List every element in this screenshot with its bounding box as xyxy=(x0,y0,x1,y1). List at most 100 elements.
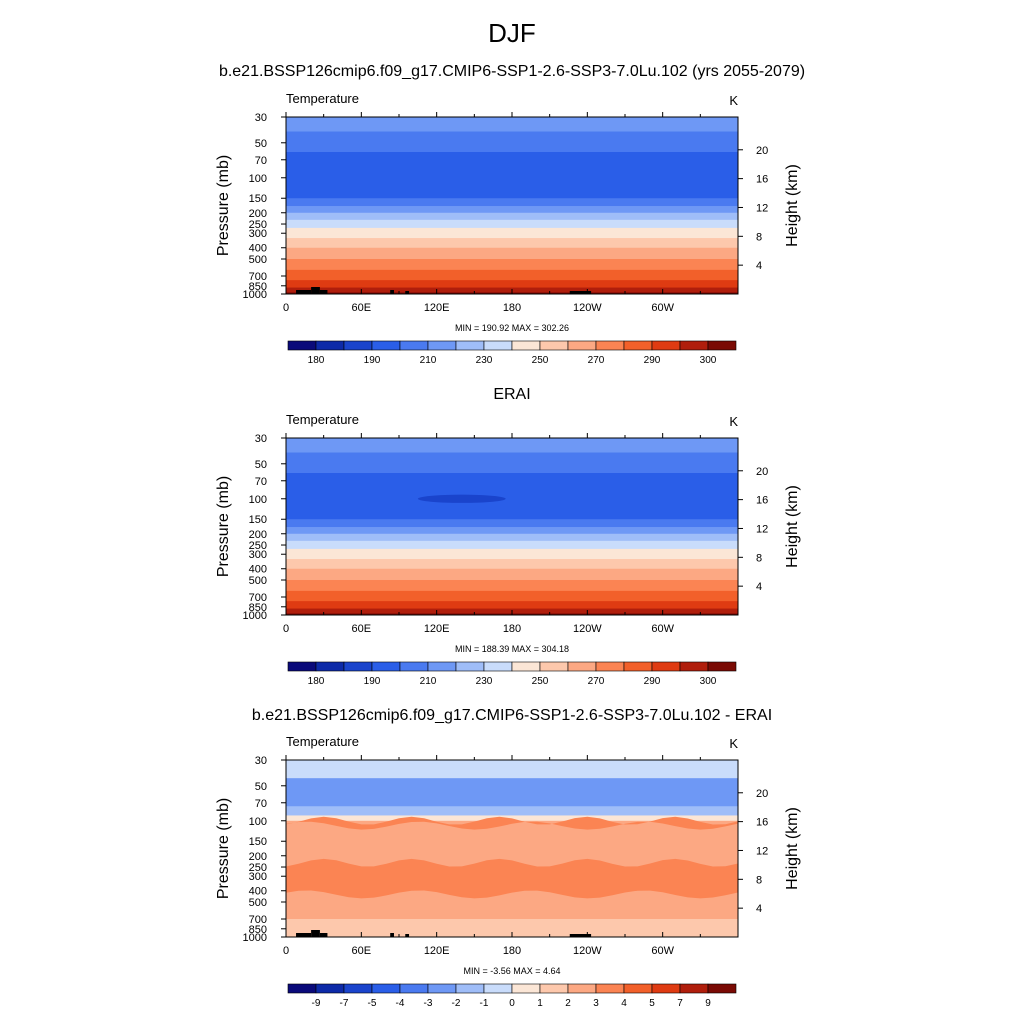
panel-2-title: ERAI xyxy=(493,386,531,403)
colorbar-swatch xyxy=(483,983,513,994)
contour-band xyxy=(286,472,738,511)
terrain xyxy=(569,934,592,937)
y-tick-label: 50 xyxy=(255,459,267,471)
y-tick-label: 30 xyxy=(255,433,267,445)
colorbar-swatch xyxy=(287,983,317,994)
x-tick-label: 60E xyxy=(352,623,372,635)
colorbar-swatch xyxy=(623,661,653,672)
colorbar-label: -7 xyxy=(340,998,349,1009)
colorbar-label: -9 xyxy=(312,998,321,1009)
x-tick-label: 180 xyxy=(503,623,521,635)
heatmap-field xyxy=(286,760,738,937)
colorbar-swatch xyxy=(707,340,737,351)
colorbar-swatch xyxy=(455,983,485,994)
y-tick-label: 500 xyxy=(249,254,267,266)
colorbar-label: 250 xyxy=(532,355,549,366)
colorbar-label: -3 xyxy=(424,998,433,1009)
colorbar-swatch xyxy=(567,983,597,994)
contour-band xyxy=(286,510,738,520)
colorbar-swatch xyxy=(343,983,373,994)
colorbar-swatch xyxy=(343,661,373,672)
min-max-stats: MIN = 190.92 MAX = 302.26 xyxy=(455,323,569,333)
colorbar-swatch xyxy=(287,340,317,351)
x-tick-label: 60E xyxy=(352,945,372,957)
colorbar-swatch xyxy=(707,661,737,672)
contour-feature xyxy=(417,494,506,503)
y-tick-label: 30 xyxy=(255,112,267,124)
colorbar-swatch xyxy=(651,340,681,351)
contour-band xyxy=(286,601,738,610)
panel-3: 0 60E 120E 180 120W 60W3050701001502002503004… xyxy=(215,734,801,1009)
contour-band xyxy=(286,151,738,190)
colorbar-swatch xyxy=(427,983,457,994)
colorbar-swatch xyxy=(707,983,737,994)
x-tick-label: 0 xyxy=(283,623,289,635)
colorbar-label: 1 xyxy=(537,998,543,1009)
right-tick-label: 8 xyxy=(756,231,762,243)
contour-band xyxy=(286,227,738,239)
y-tick-label: 500 xyxy=(249,897,267,909)
y-tick-label: 400 xyxy=(249,243,267,255)
units-label: K xyxy=(729,93,738,108)
colorbar-swatch xyxy=(651,661,681,672)
terrain xyxy=(311,287,320,294)
y-tick-label: 400 xyxy=(249,564,267,576)
terrain xyxy=(296,290,312,294)
colorbar-swatch xyxy=(399,983,429,994)
y-tick-label: 30 xyxy=(255,755,267,767)
y-tick-label: 700 xyxy=(249,271,267,283)
panel-3-title: b.e21.BSSP126cmip6.f09_g17.CMIP6-SSP1-2.… xyxy=(251,707,773,724)
x-tick-label: 60W xyxy=(651,623,674,635)
terrain xyxy=(569,291,592,294)
contour-feature xyxy=(286,858,738,899)
right-tick-label: 16 xyxy=(756,174,768,186)
colorbar-label: 180 xyxy=(308,676,325,687)
colorbar-swatch xyxy=(483,340,513,351)
colorbar-label: -5 xyxy=(368,998,377,1009)
heatmap-field xyxy=(286,117,738,294)
contour-band xyxy=(286,568,738,581)
y-tick-label: 150 xyxy=(249,193,267,205)
units-label: K xyxy=(729,736,738,751)
colorbar-swatch xyxy=(511,340,541,351)
x-tick-label: 60W xyxy=(651,302,674,314)
contour-band xyxy=(286,259,738,271)
contour-band xyxy=(286,219,738,229)
heatmap-field xyxy=(286,438,738,615)
colorbar-swatch xyxy=(399,661,429,672)
colorbar-label: 9 xyxy=(705,998,711,1009)
colorbar-swatch xyxy=(595,983,625,994)
colorbar-label: -1 xyxy=(480,998,489,1009)
colorbar-label: 300 xyxy=(700,676,717,687)
colorbar-label: 4 xyxy=(621,998,627,1009)
panel-2: 0 60E 120E 180 120W 60W3050701001502002503004… xyxy=(215,412,801,687)
y-tick-label: 300 xyxy=(249,871,267,883)
contour-band xyxy=(286,280,738,289)
y-tick-label: 250 xyxy=(249,540,267,552)
x-tick-label: 120W xyxy=(573,945,602,957)
contour-band xyxy=(286,269,738,281)
y-axis-label: Pressure (mb) xyxy=(215,798,232,899)
right-tick-label: 20 xyxy=(756,145,768,157)
y-tick-label: 50 xyxy=(255,138,267,150)
units-label: K xyxy=(729,414,738,429)
colorbar-swatch xyxy=(399,340,429,351)
y-axis-label: Pressure (mb) xyxy=(215,155,232,256)
y-tick-label: 850 xyxy=(249,602,267,614)
contour-band xyxy=(286,540,738,550)
colorbar-swatch xyxy=(679,661,709,672)
colorbar-label: 210 xyxy=(420,355,437,366)
variable-label: Temperature xyxy=(286,91,359,106)
figure-title: DJF xyxy=(488,18,536,48)
colorbar-label: 0 xyxy=(509,998,515,1009)
colorbar-label: 180 xyxy=(308,355,325,366)
right-tick-label: 20 xyxy=(756,788,768,800)
panel-1: 0 60E 120E 180 120W 60W3050701001502002503004… xyxy=(215,91,801,366)
y-tick-label: 200 xyxy=(249,529,267,541)
colorbar-swatch xyxy=(539,661,569,672)
colorbar-label: 190 xyxy=(364,355,381,366)
min-max-stats: MIN = -3.56 MAX = 4.64 xyxy=(463,966,560,976)
right-tick-label: 12 xyxy=(756,845,768,857)
panel-1-title: b.e21.BSSP126cmip6.f09_g17.CMIP6-SSP1-2.… xyxy=(218,63,806,80)
right-tick-label: 8 xyxy=(756,552,762,564)
